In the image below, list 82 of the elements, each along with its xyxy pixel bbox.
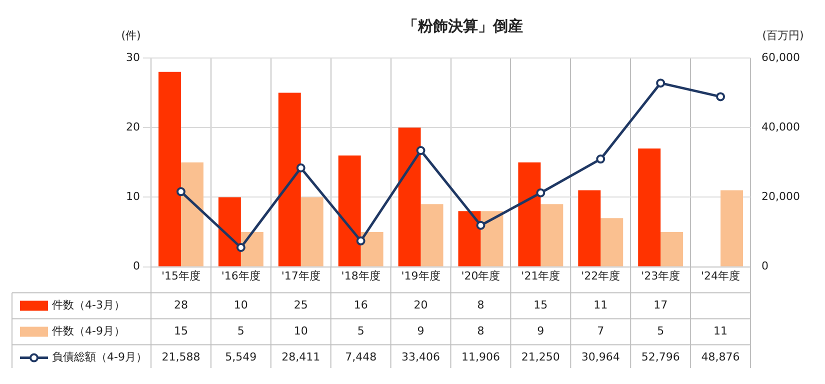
bar [540, 204, 564, 266]
bar [360, 232, 384, 266]
data-label: 5 [657, 324, 664, 338]
bar [480, 211, 504, 266]
data-label: 11,906 [461, 350, 500, 364]
point [236, 242, 246, 252]
data-label: 9 [537, 324, 544, 338]
point [416, 146, 426, 156]
data-label: 5 [357, 324, 364, 338]
y-tick-label: 10 [126, 190, 140, 204]
data-label: 11 [594, 298, 608, 312]
data-label: 30,964 [581, 350, 620, 364]
data-label: 7 [597, 324, 604, 338]
legend-label: 件数（4-9月） [52, 324, 125, 338]
bar [720, 190, 744, 266]
data-label: 52,796 [641, 350, 680, 364]
y2-tick-label: 20,000 [762, 190, 800, 204]
x-tick-label: '15年度 [161, 269, 200, 282]
point [296, 163, 306, 172]
data-label: 7,448 [345, 350, 377, 364]
x-tick-label: '21年度 [521, 269, 560, 282]
data-label: 17 [654, 298, 668, 312]
bar [458, 211, 481, 266]
point [596, 154, 606, 164]
x-tick-label: '17年度 [281, 269, 320, 282]
data-label: 48,876 [701, 350, 740, 364]
point [536, 188, 546, 198]
y-tick-label: 0 [132, 260, 140, 273]
data-label: 28,411 [282, 350, 320, 364]
point [716, 92, 726, 102]
bar [278, 92, 301, 266]
data-label: 10 [234, 298, 248, 312]
y-tick-label: 30 [126, 50, 140, 64]
x-tick-label: '22年度 [581, 269, 620, 282]
data-label: 11 [714, 324, 728, 338]
bar [158, 72, 181, 266]
y-tick-label: 20 [126, 120, 140, 134]
data-label: 8 [477, 324, 484, 338]
y2-tick-label: 40,000 [762, 120, 800, 134]
x-tick-label: '23年度 [641, 269, 680, 282]
x-tick-label: '24年度 [701, 269, 740, 282]
x-tick-label: '18年度 [341, 269, 380, 282]
legend-label: 件数（4-3月） [52, 298, 125, 312]
x-tick-label: '19年度 [401, 269, 440, 282]
bar [638, 148, 661, 266]
point [176, 187, 186, 196]
data-label: 15 [174, 324, 188, 338]
bar [180, 162, 204, 266]
bar [218, 197, 241, 266]
y2-tick-label: 0 [762, 260, 769, 273]
point [356, 236, 366, 246]
data-label: 8 [477, 298, 484, 312]
bar [240, 232, 264, 266]
data-label: 16 [354, 298, 368, 312]
x-tick-label: '20年度 [461, 269, 500, 282]
bar [578, 190, 601, 266]
y2-tick-label: 60,000 [762, 50, 800, 64]
point [656, 78, 666, 88]
bar [398, 128, 421, 266]
data-label: 5 [237, 324, 244, 338]
bar [600, 218, 624, 266]
data-label: 15 [534, 298, 548, 312]
legend-label: 負債総額（4-9月） [52, 350, 147, 364]
data-label: 33,406 [402, 350, 440, 364]
x-tick-label: '16年度 [221, 269, 260, 282]
data-label: 21,250 [521, 350, 560, 364]
data-label: 25 [294, 298, 308, 312]
bar [660, 232, 684, 266]
chart-title: 「粉飾決算」倒産 [403, 16, 523, 35]
point [476, 220, 486, 230]
data-label: 20 [414, 298, 428, 312]
data-label: 10 [294, 324, 308, 338]
bar [300, 197, 324, 266]
data-label: 5,549 [225, 350, 257, 364]
bar [420, 204, 444, 266]
y-axis-title: (件) [121, 28, 141, 42]
data-label: 9 [417, 324, 424, 338]
y2-axis-title: (百万円) [762, 28, 804, 42]
bar [338, 155, 361, 266]
data-label: 21,588 [162, 350, 200, 364]
bar [518, 162, 541, 266]
data-label: 28 [174, 298, 188, 312]
